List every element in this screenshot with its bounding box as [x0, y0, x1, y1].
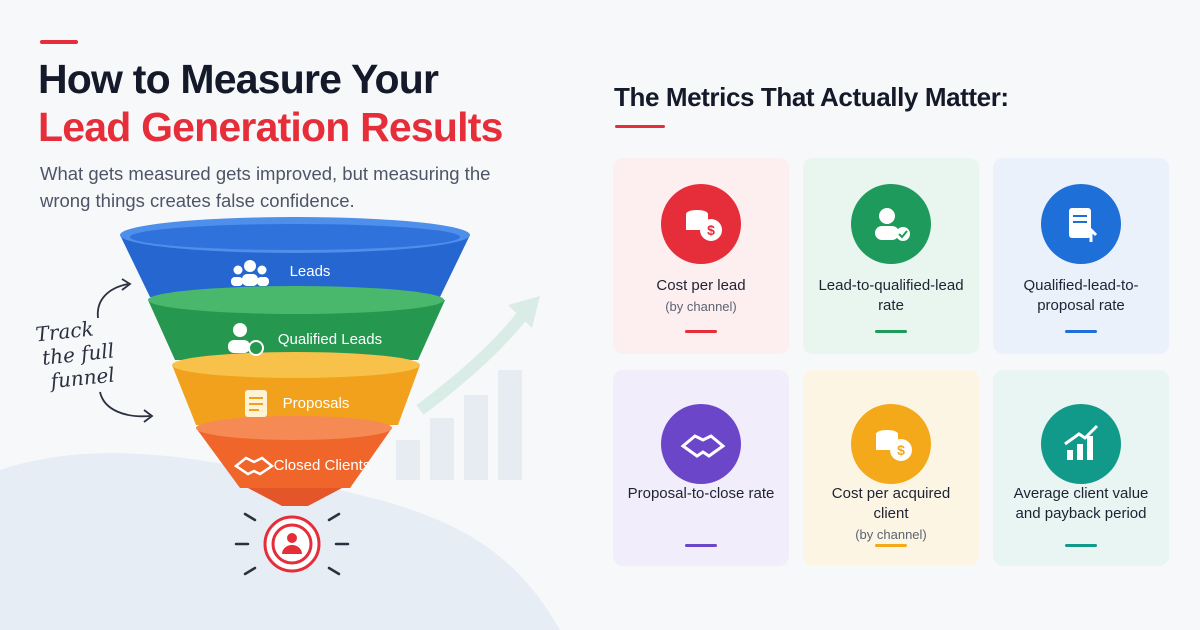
funnel-stage-label: Leads: [290, 263, 331, 280]
metric-name: Qualified-lead-to-proposal rate: [1023, 277, 1139, 314]
metric-label: Average client value and payback period: [1003, 484, 1159, 524]
metric-underline: [1065, 330, 1097, 333]
annotation-arrow: [121, 278, 132, 291]
target-icon: [234, 512, 350, 576]
title: How to Measure Your: [38, 56, 439, 102]
stage-icon: [228, 260, 275, 476]
metric-underline: [875, 330, 907, 333]
metric-icon: [851, 184, 931, 264]
metric-underline: [875, 544, 907, 547]
svg-text:$: $: [897, 442, 905, 458]
funnel-rim: [130, 224, 460, 250]
funnel-tip: [248, 488, 342, 506]
metric-card: Proposal-to-close rate: [613, 370, 789, 566]
metric-icon: $: [661, 184, 741, 264]
funnel-stage-label: Qualified Leads: [278, 331, 382, 348]
metric-card: Lead-to-qualified-lead rate: [803, 158, 979, 354]
metric-icon: $: [851, 404, 931, 484]
metric-card: $ Cost per acquired client (by channel): [803, 370, 979, 566]
accent-line: [615, 125, 665, 128]
metric-icon: [661, 404, 741, 484]
annotation-arrow: [96, 283, 129, 319]
metric-label: Cost per lead (by channel): [623, 276, 779, 317]
metric-label: Proposal-to-close rate: [623, 484, 779, 504]
metric-card: Average client value and payback period: [993, 370, 1169, 566]
metric-underline: [685, 544, 717, 547]
growth-arrow-head: [508, 296, 540, 328]
accent-line: [40, 40, 78, 44]
funnel-stage-label: Proposals: [283, 395, 350, 412]
funnel: Leads Qualified Leads Proposals Closed C…: [120, 217, 470, 506]
section-heading: The Metrics That Actually Matter:: [614, 82, 1009, 112]
funnel-rim: [196, 416, 392, 440]
funnel-stage-label: Closed Clients: [274, 457, 371, 474]
metric-icon: [1041, 184, 1121, 264]
funnel-rim: [172, 352, 420, 378]
annotation-arrow: [99, 391, 151, 418]
funnel-stage: [172, 365, 420, 425]
metric-note: (by channel): [855, 527, 927, 542]
metric-name: Average client value and payback period: [1013, 485, 1149, 522]
metric-note: (by channel): [665, 299, 737, 314]
subtitle: What gets measured gets improved, but me…: [40, 163, 491, 211]
metric-name: Cost per lead: [656, 277, 746, 294]
growth-bars: [396, 370, 522, 480]
metric-underline: [685, 330, 717, 333]
metric-name: Cost per acquired client: [831, 485, 951, 522]
title: Lead Generation Results: [38, 104, 503, 150]
svg-text:$: $: [707, 222, 715, 238]
metric-card: Qualified-lead-to-proposal rate: [993, 158, 1169, 354]
metric-card: $ Cost per lead (by channel): [613, 158, 789, 354]
funnel-rim: [148, 286, 444, 314]
metric-icon: [1041, 404, 1121, 484]
metric-label: Cost per acquired client (by channel): [813, 484, 969, 545]
metric-underline: [1065, 544, 1097, 547]
metric-label: Qualified-lead-to-proposal rate: [1003, 276, 1159, 316]
metric-name: Lead-to-qualified-lead rate: [818, 277, 964, 314]
annotation-arrow: [143, 409, 154, 423]
funnel-stage: [148, 300, 445, 360]
growth-arrow: [416, 308, 530, 415]
metric-name: Proposal-to-close rate: [627, 485, 775, 502]
metric-label: Lead-to-qualified-lead rate: [813, 276, 969, 316]
annotation: Track the full funnel: [34, 316, 115, 393]
